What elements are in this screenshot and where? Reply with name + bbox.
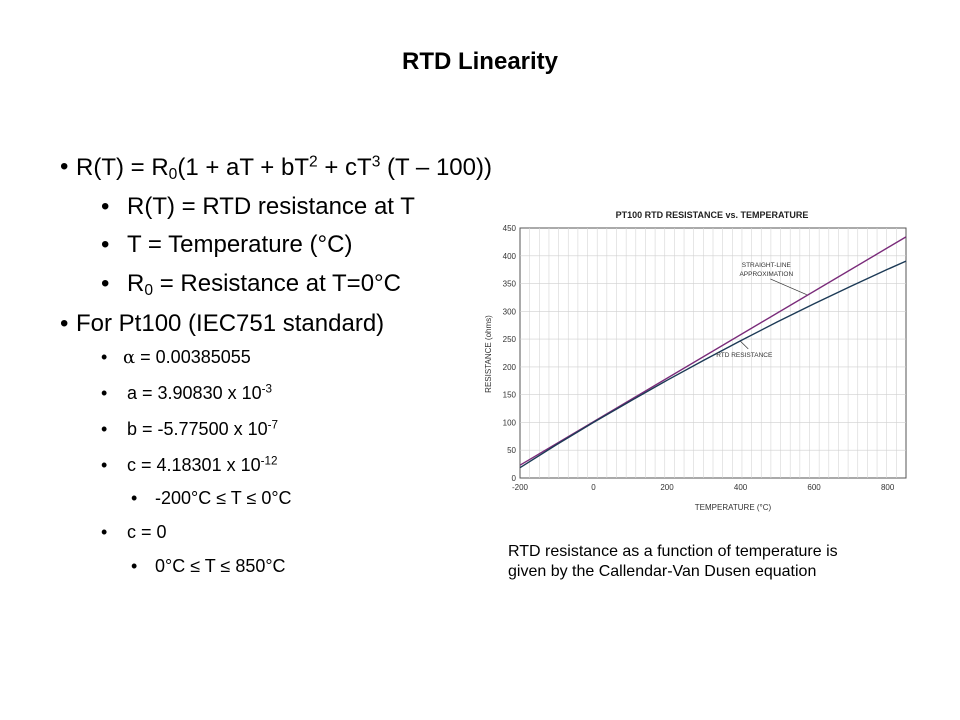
x-tick-label: 400 bbox=[734, 483, 748, 492]
bullet-coef-a: • a = 3.90830 x 10-3 bbox=[101, 383, 273, 404]
resistance-chart: PT100 RTD RESISTANCE vs. TEMPERATURE 0 50… bbox=[484, 210, 907, 512]
bullet-equation: • R(T) = R0(1 + aT + bT2 + cT3 (T – 100)… bbox=[60, 153, 492, 183]
bullet-coef-c: • c = 4.18301 x 10-12 bbox=[101, 455, 278, 476]
caption-line-2: given by the Callendar-Van Dusen equatio… bbox=[508, 563, 817, 580]
x-tick-label: 0 bbox=[591, 483, 596, 492]
bullet-alpha: • α = 0.00385055 bbox=[101, 347, 251, 368]
x-axis-label: TEMPERATURE (°C) bbox=[695, 503, 772, 512]
y-tick-label: 400 bbox=[503, 252, 517, 261]
bullet-def-r0: • R0 = Resistance at T=0°C bbox=[101, 270, 401, 299]
chart-title: PT100 RTD RESISTANCE vs. TEMPERATURE bbox=[616, 210, 809, 220]
slide-title: RTD Linearity bbox=[401, 48, 559, 75]
bullet-pt100: • For Pt100 (IEC751 standard) bbox=[60, 310, 385, 337]
x-tick-label: 800 bbox=[881, 483, 895, 492]
y-tick-label: 200 bbox=[503, 363, 517, 372]
y-tick-label: 50 bbox=[507, 446, 516, 455]
annotation-pointer bbox=[740, 341, 749, 350]
annotation-label: STRAIGHT-LINE bbox=[742, 262, 792, 269]
y-tick-label: 150 bbox=[503, 391, 517, 400]
x-tick-label: 200 bbox=[660, 483, 674, 492]
bullet-c-zero: • c = 0 bbox=[101, 522, 167, 542]
bullet-coef-b: • b = -5.77500 x 10-7 bbox=[101, 419, 279, 440]
rtd-resistance-line bbox=[519, 260, 907, 469]
bullet-dot: • bbox=[60, 153, 69, 180]
y-tick-label: 450 bbox=[503, 224, 517, 233]
alpha-symbol: α bbox=[123, 347, 136, 368]
chart-annotations: STRAIGHT-LINE APPROXIMATION RTD RESISTANCE bbox=[716, 262, 807, 359]
x-tick-label: -200 bbox=[512, 483, 529, 492]
y-tick-label: 250 bbox=[503, 335, 517, 344]
y-axis-label: RESISTANCE (ohms) bbox=[484, 315, 493, 393]
x-tick-label: 600 bbox=[807, 483, 821, 492]
y-tick-label: 350 bbox=[503, 280, 517, 289]
caption-line-1: RTD resistance as a function of temperat… bbox=[508, 543, 838, 560]
chart-caption: RTD resistance as a function of temperat… bbox=[508, 542, 928, 582]
bullet-def-t: • T = Temperature (°C) bbox=[101, 231, 353, 258]
y-tick-label: 0 bbox=[512, 474, 517, 483]
annotation-label: RTD RESISTANCE bbox=[716, 352, 773, 359]
bullet-range-1: • -200°C ≤ T ≤ 0°C bbox=[131, 488, 292, 508]
bullet-def-rt: • R(T) = RTD resistance at T bbox=[101, 193, 415, 220]
chart-grid bbox=[519, 227, 907, 479]
y-tick-label: 300 bbox=[503, 307, 517, 316]
chart-lines bbox=[519, 236, 907, 469]
annotation-pointer bbox=[770, 278, 807, 295]
bullet-range-2: • 0°C ≤ T ≤ 850°C bbox=[131, 556, 286, 576]
annotation-label: APPROXIMATION bbox=[739, 271, 793, 278]
y-tick-label: 100 bbox=[503, 418, 517, 427]
equation-text: R(T) = R0(1 + aT + bT2 + cT3 (T – 100)) bbox=[76, 153, 492, 183]
